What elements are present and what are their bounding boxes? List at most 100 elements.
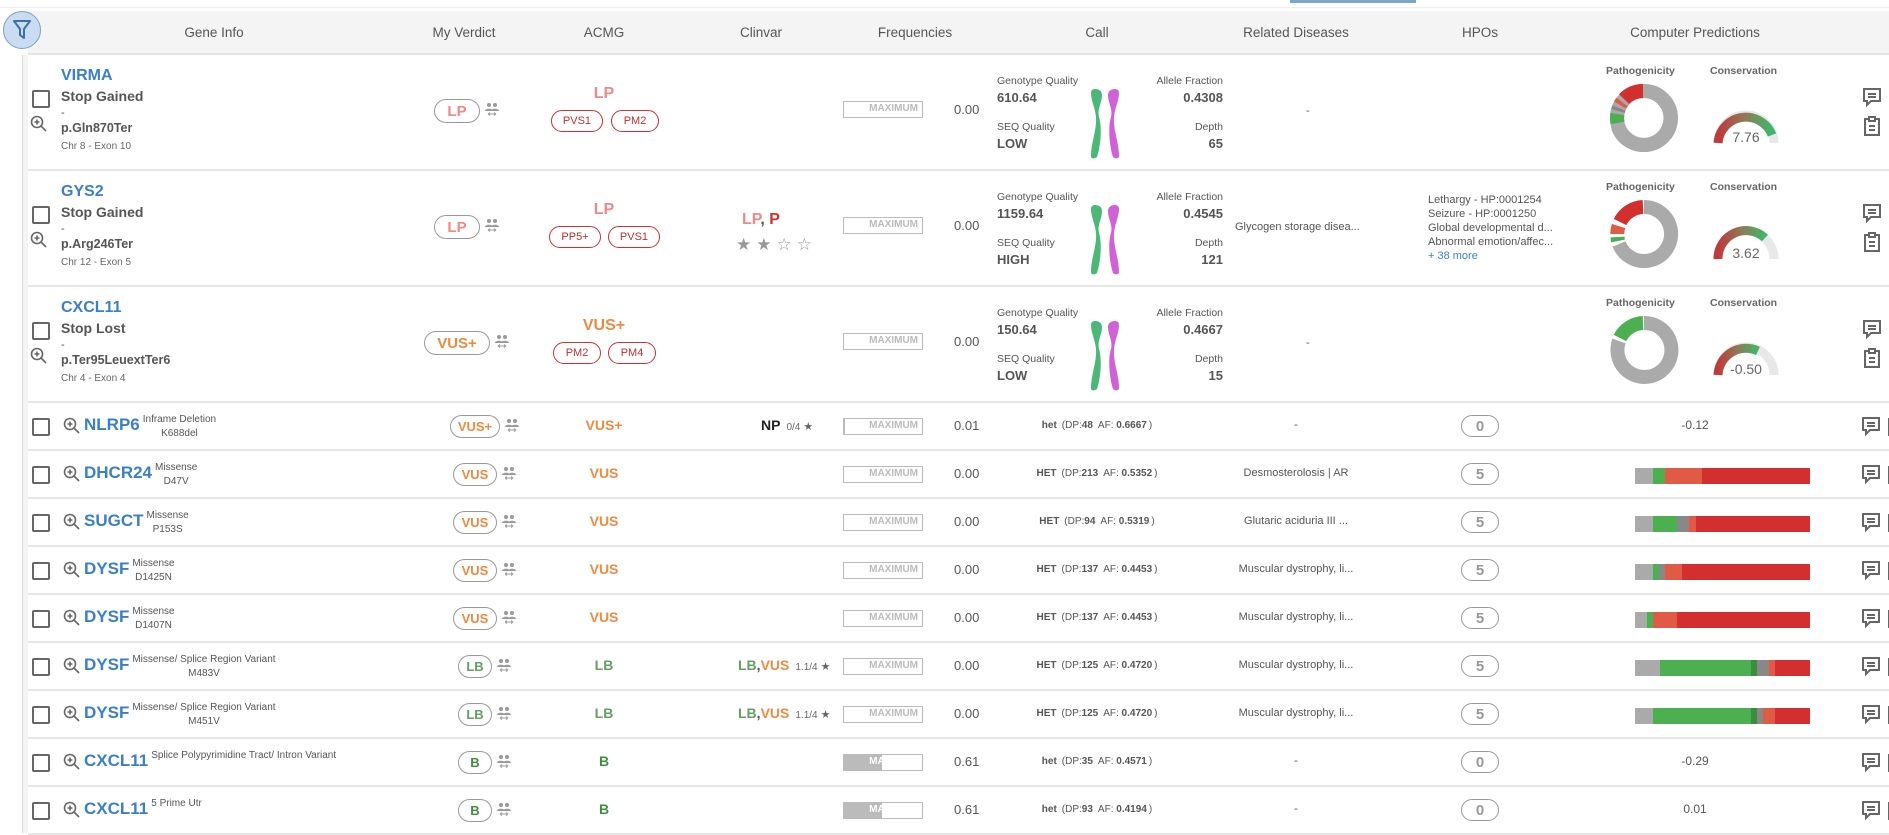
table-row[interactable]: DYSF Missense/ Splice Region Variant M48… xyxy=(28,643,1889,691)
clipboard-icon[interactable] xyxy=(1861,231,1883,253)
verdict-pill[interactable]: LP xyxy=(434,215,480,239)
row-checkbox[interactable] xyxy=(32,466,50,484)
family-icon[interactable] xyxy=(484,102,500,118)
comment-icon[interactable] xyxy=(1861,86,1883,108)
hpo-count-badge[interactable]: 5 xyxy=(1461,703,1499,725)
clipboard-icon[interactable] xyxy=(1885,559,1889,581)
related-disease[interactable]: Desmosterolosis | AR xyxy=(1243,467,1349,479)
hpo-count-badge[interactable]: 0 xyxy=(1461,415,1499,437)
clipboard-icon[interactable] xyxy=(1885,751,1889,773)
comment-icon[interactable] xyxy=(1860,751,1882,773)
family-icon[interactable] xyxy=(496,754,512,770)
hpo-count-badge[interactable]: 5 xyxy=(1461,559,1499,581)
hpo-count-badge[interactable]: 5 xyxy=(1461,655,1499,677)
col-clinvar[interactable]: Clinvar xyxy=(739,25,783,40)
comment-icon[interactable] xyxy=(1860,463,1882,485)
row-checkbox[interactable] xyxy=(32,322,50,340)
row-checkbox[interactable] xyxy=(32,562,50,580)
verdict-pill[interactable]: VUS xyxy=(453,607,497,630)
col-frequencies[interactable]: Frequencies xyxy=(877,25,953,40)
row-checkbox[interactable] xyxy=(32,658,50,676)
clipboard-icon[interactable] xyxy=(1861,115,1883,137)
hpo-count-badge[interactable]: 0 xyxy=(1461,751,1499,773)
verdict-pill[interactable]: LB xyxy=(458,655,492,678)
clipboard-icon[interactable] xyxy=(1861,347,1883,369)
gene-link[interactable]: VIRMA xyxy=(61,67,113,84)
zoom-in-icon[interactable] xyxy=(63,513,81,531)
clipboard-icon[interactable] xyxy=(1885,511,1889,533)
gene-link[interactable]: DYSF xyxy=(84,607,130,626)
gene-link[interactable]: CXCL11 xyxy=(84,751,149,770)
family-icon[interactable] xyxy=(501,514,517,530)
zoom-in-icon[interactable] xyxy=(63,753,81,771)
family-icon[interactable] xyxy=(496,658,512,674)
gene-link[interactable]: GYS2 xyxy=(61,183,104,200)
related-disease[interactable]: Glutaric aciduria III ... xyxy=(1244,515,1348,527)
col-gene-info[interactable]: Gene Info xyxy=(184,25,244,40)
row-checkbox[interactable] xyxy=(32,754,50,772)
family-icon[interactable] xyxy=(501,562,517,578)
comment-icon[interactable] xyxy=(1861,202,1883,224)
related-disease[interactable]: Muscular dystrophy, li... xyxy=(1238,611,1354,623)
verdict-pill[interactable]: VUS+ xyxy=(450,415,500,438)
row-checkbox[interactable] xyxy=(32,802,50,820)
gene-link[interactable]: NLRP6 xyxy=(84,415,140,434)
family-icon[interactable] xyxy=(504,418,520,434)
table-row[interactable]: CXCL11 5 Prime Utr B B MAXIMUM 0.61 het(… xyxy=(28,787,1889,835)
table-row[interactable]: DYSF Missense D1407N VUS VUS MAXIMUM 0.0… xyxy=(28,595,1889,643)
comment-icon[interactable] xyxy=(1860,559,1882,581)
verdict-pill[interactable]: LP xyxy=(434,99,480,123)
family-icon[interactable] xyxy=(501,466,517,482)
comment-icon[interactable] xyxy=(1860,655,1882,677)
family-icon[interactable] xyxy=(484,218,500,234)
hpo-count-badge[interactable]: 5 xyxy=(1461,511,1499,533)
table-row[interactable]: SUGCT Missense P153S VUS VUS MAXIMUM 0.0… xyxy=(28,499,1889,547)
table-row[interactable]: CXCL11 Splice Polypyrimidine Tract/ Intr… xyxy=(28,739,1889,787)
verdict-pill[interactable]: VUS xyxy=(453,559,497,582)
related-disease[interactable]: Glycogen storage disea... xyxy=(1235,221,1360,233)
verdict-pill[interactable]: VUS xyxy=(453,463,497,486)
col-acmg[interactable]: ACMG xyxy=(583,25,625,40)
related-disease[interactable]: Muscular dystrophy, li... xyxy=(1238,659,1354,671)
zoom-in-icon[interactable] xyxy=(30,231,48,249)
comment-icon[interactable] xyxy=(1860,799,1882,821)
row-checkbox[interactable] xyxy=(32,514,50,532)
table-row[interactable]: DHCR24 Missense D47V VUS VUS MAXIMUM 0.0… xyxy=(28,451,1889,499)
row-checkbox[interactable] xyxy=(32,206,50,224)
clipboard-icon[interactable] xyxy=(1885,463,1889,485)
verdict-pill[interactable]: LB xyxy=(458,703,492,726)
related-disease[interactable]: - xyxy=(1294,755,1298,767)
col-my-verdict[interactable]: My Verdict xyxy=(432,25,496,40)
clipboard-icon[interactable] xyxy=(1885,799,1889,821)
zoom-in-icon[interactable] xyxy=(63,465,81,483)
table-row[interactable]: CXCL11 Stop Lost - p.Ter95LeuextTer6 Chr… xyxy=(28,287,1889,403)
comment-icon[interactable] xyxy=(1860,511,1882,533)
zoom-in-icon[interactable] xyxy=(63,705,81,723)
gene-link[interactable]: DYSF xyxy=(84,559,130,578)
family-icon[interactable] xyxy=(496,706,512,722)
gene-link[interactable]: DYSF xyxy=(84,703,130,722)
clipboard-icon[interactable] xyxy=(1885,703,1889,725)
col-call[interactable]: Call xyxy=(1085,25,1109,40)
zoom-in-icon[interactable] xyxy=(63,609,81,627)
zoom-in-icon[interactable] xyxy=(63,561,81,579)
col-computer-predictions[interactable]: Computer Predictions xyxy=(1630,25,1760,40)
comment-icon[interactable] xyxy=(1861,318,1883,340)
zoom-in-icon[interactable] xyxy=(30,115,48,133)
row-checkbox[interactable] xyxy=(32,90,50,108)
related-disease[interactable]: Muscular dystrophy, li... xyxy=(1238,563,1354,575)
verdict-pill[interactable]: VUS+ xyxy=(424,331,490,355)
row-checkbox[interactable] xyxy=(32,418,50,436)
related-disease[interactable]: Muscular dystrophy, li... xyxy=(1238,707,1354,719)
table-row[interactable]: DYSF Missense/ Splice Region Variant M45… xyxy=(28,691,1889,739)
table-row[interactable]: VIRMA Stop Gained - p.Gln870Ter Chr 8 - … xyxy=(28,55,1889,171)
related-disease[interactable]: - xyxy=(1294,419,1298,431)
col-hpos[interactable]: HPOs xyxy=(1461,25,1499,40)
comment-icon[interactable] xyxy=(1860,415,1882,437)
family-icon[interactable] xyxy=(501,610,517,626)
gene-link[interactable]: CXCL11 xyxy=(84,799,149,818)
gene-link[interactable]: SUGCT xyxy=(84,511,144,530)
clipboard-icon[interactable] xyxy=(1885,655,1889,677)
verdict-pill[interactable]: B xyxy=(458,751,492,774)
hpo-more-link[interactable]: + 38 more xyxy=(1428,250,1478,262)
